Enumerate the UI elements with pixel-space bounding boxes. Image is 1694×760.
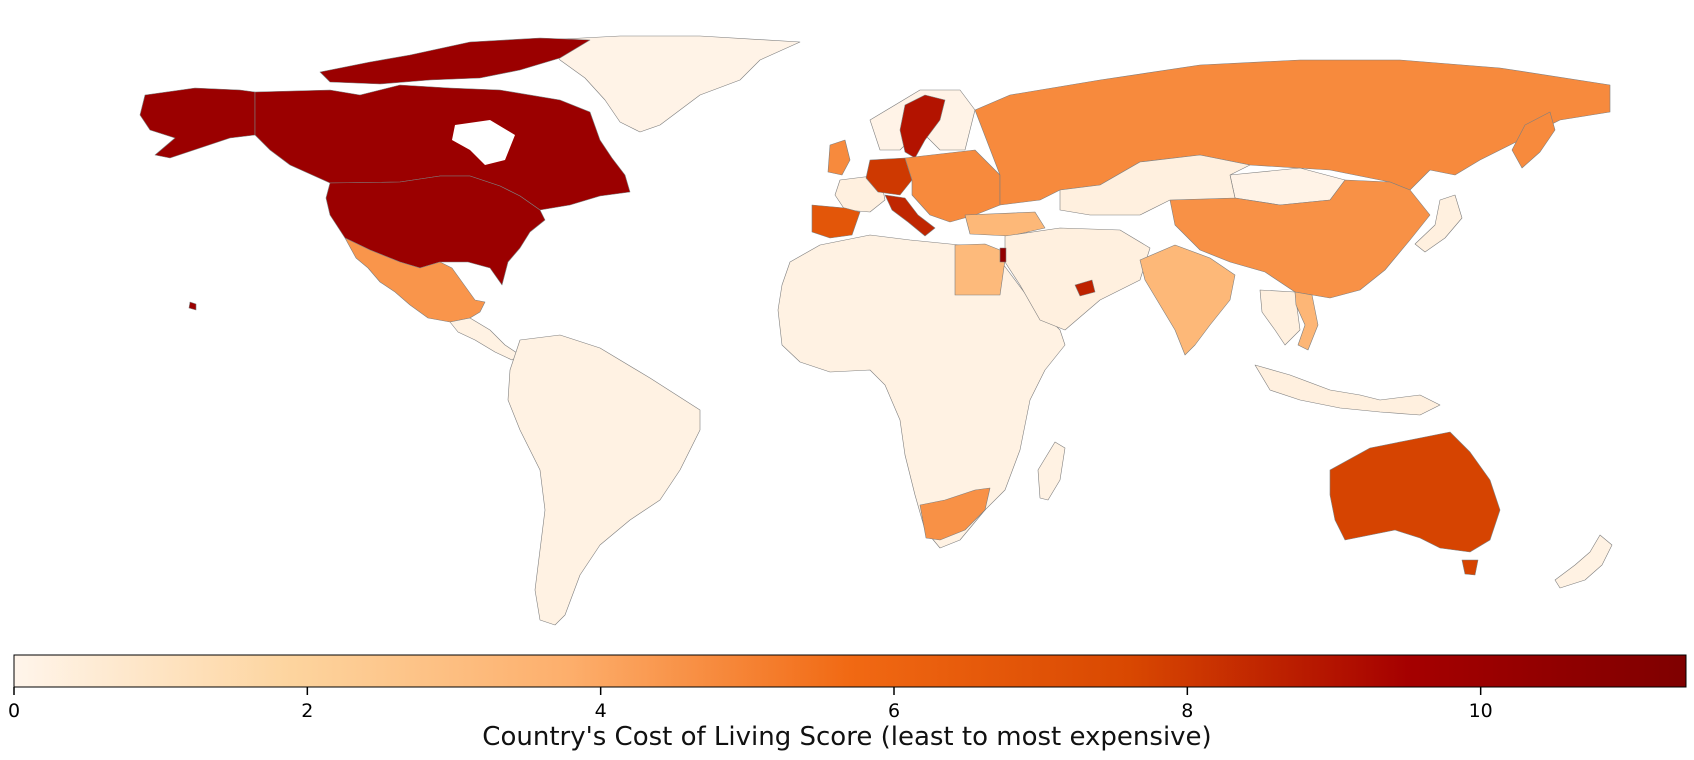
region-india (1139, 244, 1236, 356)
colorbar-tick-label: 0 (8, 700, 20, 722)
colorbar (13, 654, 1687, 688)
colorbar-tick-label: 4 (595, 700, 607, 722)
region-alaska (139, 87, 256, 159)
region-kamchatka (1511, 111, 1556, 169)
region-tasmania (1461, 559, 1479, 576)
region-hawaii (188, 301, 197, 311)
region-central-asia (1059, 154, 1251, 216)
region-canada-arctic-islands (319, 37, 591, 85)
region-uk (827, 139, 851, 176)
region-madagascar (1037, 441, 1066, 501)
colorbar-title: Country's Cost of Living Score (least to… (482, 722, 1212, 752)
region-turkey (964, 211, 1046, 237)
region-vietnam (1294, 291, 1319, 351)
region-japan (1414, 194, 1463, 253)
region-south-africa (919, 487, 991, 541)
region-indonesia (1254, 364, 1441, 416)
region-mongolia (1229, 167, 1346, 206)
colorbar-tick-label: 2 (301, 700, 313, 722)
region-israel (999, 247, 1007, 263)
region-southeast-asia (1259, 289, 1301, 346)
region-spain (811, 204, 861, 239)
colorbar-tick-label: 10 (1469, 700, 1493, 722)
region-italy (884, 194, 936, 237)
region-china (1169, 179, 1431, 299)
region-egypt (954, 243, 1006, 296)
region-new-zealand (1554, 534, 1613, 589)
colorbar-tick-label: 8 (1181, 700, 1193, 722)
region-middle-east (1004, 227, 1151, 331)
region-australia (1329, 431, 1501, 553)
region-mexico (344, 237, 486, 323)
region-uae (1074, 279, 1096, 297)
region-eastern-europe (904, 149, 1001, 223)
colorbar-axis: 0 2 4 6 8 10 (8, 687, 1493, 722)
region-south-america (507, 334, 701, 626)
region-sweden (899, 94, 946, 159)
colorbar-tick-label: 6 (888, 700, 900, 722)
region-central-america (449, 317, 521, 361)
region-greenland (544, 35, 801, 133)
hudson-bay (452, 120, 515, 165)
